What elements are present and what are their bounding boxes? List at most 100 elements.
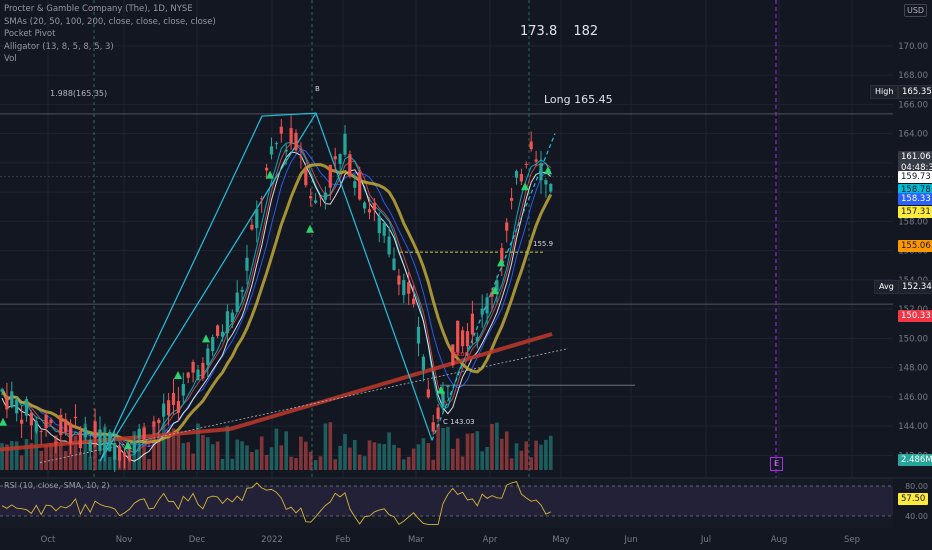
volume-bar xyxy=(460,456,465,470)
indicator-legend[interactable]: Procter & Gamble Company (The), 1D, NYSE… xyxy=(4,3,216,66)
candle-body xyxy=(377,216,381,234)
volume-bar xyxy=(436,423,440,470)
harmonic-pattern-cd xyxy=(431,133,556,441)
candle-body xyxy=(304,169,308,186)
rsi-legend[interactable]: RSI (10, close, SMA, 10, 2) xyxy=(4,481,110,490)
volume-bar xyxy=(524,441,529,470)
candle-body xyxy=(49,419,53,423)
long-annotation[interactable]: Long 165.45 xyxy=(544,93,613,106)
volume-bar xyxy=(186,442,190,470)
earnings-marker[interactable]: E xyxy=(770,457,783,471)
candle-body xyxy=(480,308,484,315)
volume-bar xyxy=(157,434,161,470)
candle-body xyxy=(402,280,406,296)
volume-bar xyxy=(284,431,288,470)
volume-bar xyxy=(348,447,352,470)
candle-body xyxy=(0,389,4,392)
candle-body xyxy=(201,362,205,379)
volume-bar xyxy=(323,423,328,470)
candle-body xyxy=(24,399,29,416)
candle-body xyxy=(216,325,220,336)
candle-body xyxy=(59,414,63,436)
volume-bar xyxy=(318,456,323,470)
volume-bar xyxy=(24,439,29,470)
candle-body xyxy=(358,171,362,200)
candle-body xyxy=(162,403,166,417)
pocket-pivot-triangle xyxy=(437,385,445,394)
price-tick-label: 168.00 xyxy=(898,71,928,81)
candle-body xyxy=(431,422,435,432)
volume-bar xyxy=(19,455,24,470)
volume-bar xyxy=(39,450,43,470)
volume-bar xyxy=(406,456,411,470)
volume-bar xyxy=(166,430,171,470)
time-axis: Oct Nov Dec 2022 Feb Mar Apr May Jun Jul Aug Sep xyxy=(0,529,932,550)
volume-bar xyxy=(480,451,484,470)
legend-symbol[interactable]: Procter & Gamble Company (The), 1D, NYSE xyxy=(4,4,193,14)
volume-bar xyxy=(490,423,494,470)
volume-bar xyxy=(34,430,39,470)
candle-body xyxy=(519,174,523,182)
legend-smas[interactable]: SMAs (20, 50, 100, 200, close, close, cl… xyxy=(4,16,216,27)
volume-bar xyxy=(357,454,362,470)
volume-bar xyxy=(220,458,225,470)
volume-bar xyxy=(108,456,112,470)
candle-body xyxy=(225,311,229,334)
candle-body xyxy=(309,196,313,199)
currency-label[interactable]: USD xyxy=(904,4,928,17)
candle-body xyxy=(98,429,102,451)
volume-bar xyxy=(10,441,14,470)
candle-body xyxy=(137,428,141,439)
candle-body xyxy=(10,391,14,408)
legend-pocket-pivot[interactable]: Pocket Pivot xyxy=(4,29,56,39)
candle-body xyxy=(186,372,190,378)
top-left-label: 1.988(165.35) xyxy=(50,89,108,98)
volume-bar xyxy=(539,444,543,470)
pocket-pivot-triangle xyxy=(202,334,210,343)
sma-b-tag: 158.33 xyxy=(898,193,932,205)
volume-bar xyxy=(191,453,195,470)
price-tick-label: 148.00 xyxy=(898,364,928,374)
candle-body xyxy=(235,292,239,312)
candle-body xyxy=(93,421,97,439)
pocket-pivot-triangle xyxy=(497,258,505,267)
candle-body xyxy=(73,416,78,419)
candle-body xyxy=(171,393,176,405)
candle-body xyxy=(108,431,112,452)
candle-body xyxy=(191,361,195,373)
volume-bar xyxy=(392,444,396,470)
harmonic-pattern-xb xyxy=(99,112,317,462)
candle-body xyxy=(475,337,479,341)
volume-bar xyxy=(549,435,553,470)
candle-body xyxy=(500,248,504,266)
candle-body xyxy=(83,427,87,437)
pocket-pivot-triangle xyxy=(544,166,552,175)
time-tick-label: 2022 xyxy=(261,535,283,545)
volume-bar xyxy=(451,448,455,470)
volume-bar xyxy=(176,435,181,470)
volume-bar xyxy=(397,447,401,470)
rsi-panel: 80.00 40.00 xyxy=(0,477,932,528)
legend-vol[interactable]: Vol xyxy=(4,54,17,64)
candle-body xyxy=(323,192,327,200)
candle-body xyxy=(255,209,259,229)
time-tick-label: Sep xyxy=(844,535,860,545)
candle-body xyxy=(88,439,92,452)
volume-bar xyxy=(353,439,357,470)
volume-bar xyxy=(171,428,176,470)
volume-bar xyxy=(255,449,259,470)
volume-bar xyxy=(269,447,274,470)
legend-alligator[interactable]: Alligator (13, 8, 5, 8, 5, 3) xyxy=(4,41,114,52)
volume-bar xyxy=(0,443,4,470)
volume-bar xyxy=(500,438,504,470)
candle-body xyxy=(539,163,543,181)
volume-bar xyxy=(475,431,480,470)
candle-body xyxy=(206,348,210,365)
time-tick-label: Mar xyxy=(408,535,425,545)
sma20-line xyxy=(1,151,552,462)
volume-bar xyxy=(240,441,244,470)
candle-body xyxy=(372,203,376,211)
volume-bar xyxy=(210,444,215,470)
volume-bar xyxy=(504,431,509,470)
